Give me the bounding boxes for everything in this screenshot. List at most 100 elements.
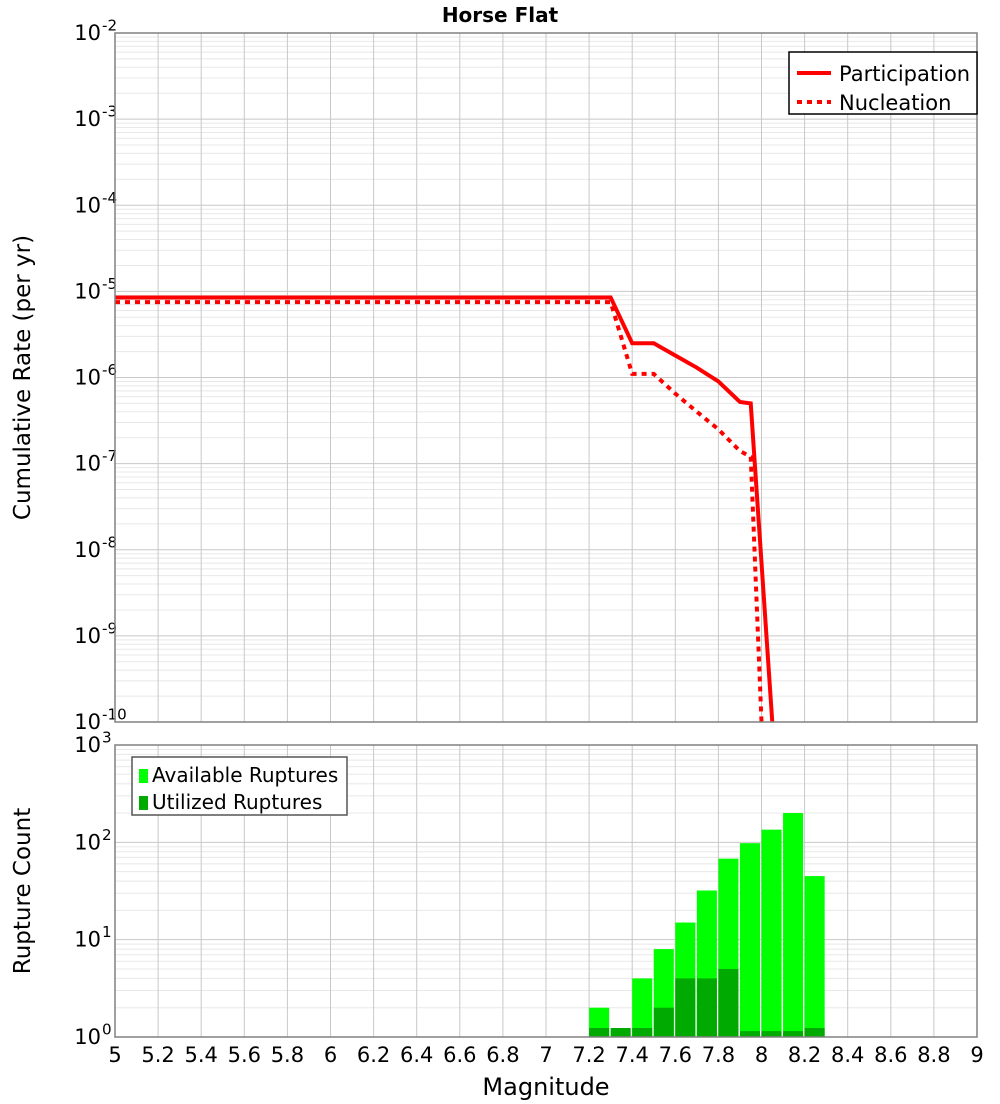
bar-utilized bbox=[610, 1028, 631, 1037]
y-tick-label: 10 -8 bbox=[74, 533, 117, 561]
x-tick-label: 8.6 bbox=[874, 1043, 907, 1067]
svg-text:2: 2 bbox=[102, 826, 112, 844]
top-panel-clip bbox=[112, 723, 980, 745]
y-tick-label: 10 -5 bbox=[74, 275, 117, 303]
bar-group bbox=[589, 813, 825, 1037]
svg-text:10: 10 bbox=[74, 538, 101, 562]
x-tick-label: 7.8 bbox=[702, 1043, 735, 1067]
svg-text:-4: -4 bbox=[102, 189, 117, 207]
x-tick-label: 6.4 bbox=[400, 1043, 433, 1067]
series-line-participation bbox=[115, 295, 775, 723]
y-tick-label: 10 -6 bbox=[74, 361, 117, 389]
svg-text:10: 10 bbox=[74, 366, 101, 390]
y-tick-label: 10 2 bbox=[74, 826, 111, 854]
svg-text:-5: -5 bbox=[102, 275, 117, 293]
svg-text:10: 10 bbox=[74, 624, 101, 648]
bar-available bbox=[804, 876, 825, 1037]
svg-text:1: 1 bbox=[102, 923, 112, 941]
svg-text:10: 10 bbox=[74, 1025, 101, 1049]
bar-utilized bbox=[739, 1031, 760, 1037]
y-tick-label: 10 3 bbox=[74, 729, 111, 757]
bottom-legend: Available Ruptures Utilized Ruptures bbox=[131, 756, 348, 816]
svg-text:10: 10 bbox=[74, 193, 101, 217]
bottom-legend-box bbox=[131, 756, 348, 816]
x-tick-label: 6 bbox=[324, 1043, 337, 1067]
x-tick-label: 5 bbox=[108, 1043, 121, 1067]
svg-text:10: 10 bbox=[74, 928, 101, 952]
y-tick-label: 10 -7 bbox=[74, 447, 117, 475]
svg-text:3: 3 bbox=[102, 729, 112, 747]
bottom-y-axis-title: Rupture Count bbox=[10, 808, 36, 974]
y-tick-label: 10 -9 bbox=[74, 619, 117, 647]
bar-available bbox=[761, 829, 782, 1037]
x-tick-label: 8.8 bbox=[917, 1043, 950, 1067]
bar-utilized bbox=[632, 1028, 653, 1037]
svg-text:-3: -3 bbox=[102, 103, 117, 121]
x-tick-label: 8 bbox=[755, 1043, 768, 1067]
y-tick-label: 10 0 bbox=[74, 1021, 111, 1049]
bar-available bbox=[783, 813, 804, 1037]
top-y-tick-labels: 10-210-310-410-510-610-710-810-910-10 bbox=[74, 17, 126, 734]
svg-text:10: 10 bbox=[74, 830, 101, 854]
svg-text:-9: -9 bbox=[102, 619, 117, 637]
svg-text:10: 10 bbox=[74, 107, 101, 131]
y-tick-label: 10 -2 bbox=[74, 17, 117, 45]
bar-utilized bbox=[696, 978, 717, 1037]
top-series-group bbox=[115, 295, 775, 723]
x-tick-label: 7.4 bbox=[615, 1043, 648, 1067]
chart-title: Horse Flat bbox=[442, 3, 559, 27]
top-gridlines bbox=[114, 32, 978, 723]
x-tick-label: 6.6 bbox=[443, 1043, 476, 1067]
x-axis-title: Magnitude bbox=[482, 1073, 609, 1100]
x-tick-label: 8.2 bbox=[788, 1043, 821, 1067]
bottom-legend-label: Utilized Ruptures bbox=[152, 790, 322, 814]
x-tick-label: 6.2 bbox=[357, 1043, 390, 1067]
svg-text:10: 10 bbox=[74, 733, 101, 757]
bar-utilized bbox=[718, 968, 739, 1037]
bottom-legend-label: Available Ruptures bbox=[152, 763, 338, 787]
x-tick-label: 7.2 bbox=[572, 1043, 605, 1067]
y-tick-label: 10 -3 bbox=[74, 103, 117, 131]
x-tick-label: 9 bbox=[970, 1043, 983, 1067]
bottom-plot-frame bbox=[114, 744, 978, 1038]
svg-text:10: 10 bbox=[74, 710, 101, 734]
y-tick-label: 10 1 bbox=[74, 923, 111, 951]
top-legend: Participation Nucleation bbox=[788, 51, 978, 115]
top-y-axis-title: Cumulative Rate (per yr) bbox=[10, 235, 36, 520]
top-panel: 10-210-310-410-510-610-710-810-910 -10Par… bbox=[74, 17, 980, 745]
y-tick-label: 10 -4 bbox=[74, 189, 117, 217]
x-tick-label: 5.6 bbox=[228, 1043, 261, 1067]
bar-available bbox=[739, 843, 760, 1037]
x-tick-label: 6.8 bbox=[486, 1043, 519, 1067]
x-tick-label: 7 bbox=[539, 1043, 552, 1067]
svg-text:-8: -8 bbox=[102, 533, 117, 551]
svg-text:10: 10 bbox=[74, 279, 101, 303]
x-tick-label: 5.8 bbox=[271, 1043, 304, 1067]
bar-utilized bbox=[804, 1028, 825, 1037]
x-axis: 5 5.2 5.4 5.6 5.8 6 6.2 6.4 6.6 6.8 7 7.2 7.4 7.6 7.8 8… bbox=[108, 1043, 983, 1101]
x-tick-label: 5.4 bbox=[184, 1043, 217, 1067]
top-plot-frame bbox=[114, 32, 978, 723]
bar-available bbox=[632, 978, 653, 1037]
bar-utilized bbox=[783, 1031, 804, 1037]
series-line-nucleation bbox=[115, 300, 764, 723]
x-tick-label: 7.6 bbox=[659, 1043, 692, 1067]
svg-text:0: 0 bbox=[102, 1021, 112, 1039]
top-legend-label: Participation bbox=[839, 62, 970, 86]
bar-utilized bbox=[589, 1028, 610, 1037]
bar-utilized bbox=[675, 978, 696, 1037]
svg-text:-6: -6 bbox=[102, 361, 117, 379]
x-tick-label: 5.2 bbox=[141, 1043, 174, 1067]
legend-swatch bbox=[139, 769, 148, 783]
bar-utilized bbox=[653, 1007, 674, 1037]
top-legend-label: Nucleation bbox=[839, 91, 951, 115]
bar-utilized bbox=[761, 1031, 782, 1037]
svg-text:-7: -7 bbox=[102, 447, 117, 465]
svg-text:-2: -2 bbox=[102, 17, 117, 35]
legend-swatch bbox=[139, 796, 148, 810]
svg-text:10: 10 bbox=[74, 452, 101, 476]
